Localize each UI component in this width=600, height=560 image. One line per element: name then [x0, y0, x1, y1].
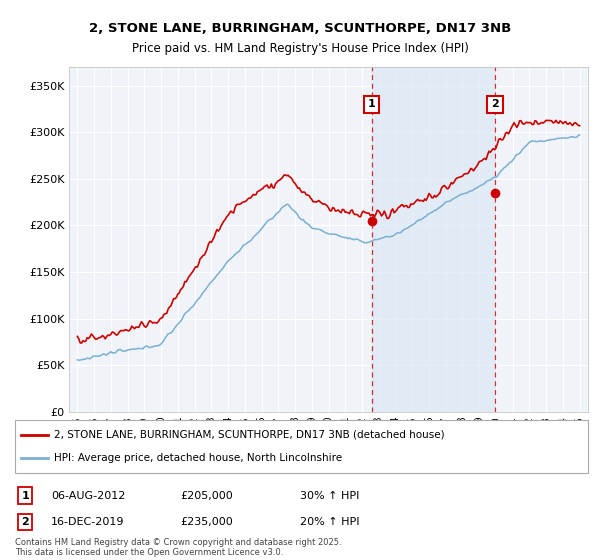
Text: 06-AUG-2012: 06-AUG-2012 — [51, 491, 125, 501]
Text: 16-DEC-2019: 16-DEC-2019 — [51, 517, 125, 527]
Text: 30% ↑ HPI: 30% ↑ HPI — [300, 491, 359, 501]
Text: 2: 2 — [491, 100, 499, 109]
Text: £235,000: £235,000 — [180, 517, 233, 527]
Text: 20% ↑ HPI: 20% ↑ HPI — [300, 517, 359, 527]
Text: Contains HM Land Registry data © Crown copyright and database right 2025.
This d: Contains HM Land Registry data © Crown c… — [15, 538, 341, 557]
Text: 1: 1 — [22, 491, 29, 501]
Text: 2, STONE LANE, BURRINGHAM, SCUNTHORPE, DN17 3NB (detached house): 2, STONE LANE, BURRINGHAM, SCUNTHORPE, D… — [54, 430, 445, 440]
Text: HPI: Average price, detached house, North Lincolnshire: HPI: Average price, detached house, Nort… — [54, 453, 342, 463]
Text: 2, STONE LANE, BURRINGHAM, SCUNTHORPE, DN17 3NB: 2, STONE LANE, BURRINGHAM, SCUNTHORPE, D… — [89, 22, 511, 35]
Text: 2: 2 — [22, 517, 29, 527]
Bar — [371, 67, 495, 412]
Text: £205,000: £205,000 — [180, 491, 233, 501]
Text: 1: 1 — [368, 100, 376, 109]
Text: Price paid vs. HM Land Registry's House Price Index (HPI): Price paid vs. HM Land Registry's House … — [131, 42, 469, 55]
